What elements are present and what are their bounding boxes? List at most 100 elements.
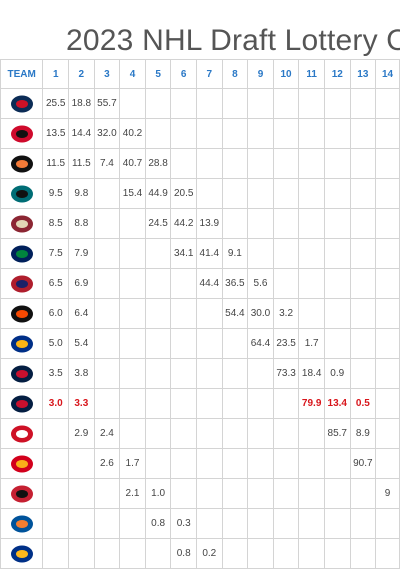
flyers-logo-icon	[2, 304, 42, 324]
table-row: 13.5 14.4 32.0 40.2	[0, 118, 400, 149]
odds-cell	[298, 298, 325, 329]
odds-cell	[375, 88, 400, 119]
team-logo-cell	[0, 508, 44, 539]
odds-cell: 2.6	[93, 448, 121, 479]
odds-cell	[221, 148, 249, 179]
odds-cell	[144, 328, 172, 359]
odds-cell	[170, 358, 197, 389]
pick-column-header: 6	[170, 59, 197, 89]
team-logo-cell	[0, 358, 44, 389]
odds-cell	[42, 538, 70, 569]
odds-cell	[144, 118, 172, 149]
odds-cell	[195, 388, 223, 419]
odds-cell	[195, 88, 223, 119]
pick-column-header: 11	[298, 59, 325, 89]
odds-cell	[170, 418, 197, 449]
odds-cell	[349, 268, 377, 299]
odds-cell	[323, 328, 351, 359]
odds-cell	[375, 208, 400, 239]
odds-cell	[349, 88, 377, 119]
odds-cell	[298, 238, 325, 269]
odds-cell	[375, 298, 400, 329]
odds-cell: 5.0	[42, 328, 70, 359]
odds-cell: 18.8	[68, 88, 95, 119]
odds-cell	[375, 328, 400, 359]
team-logo-cell	[0, 298, 44, 329]
table-row: 6.0 6.4 54.4 30.0 3.2	[0, 298, 400, 329]
odds-cell: 23.5	[272, 328, 300, 359]
odds-cell	[144, 238, 172, 269]
odds-cell	[144, 418, 172, 449]
odds-cell: 1.7	[298, 328, 325, 359]
pick-column-header: 8	[221, 59, 249, 89]
odds-cell	[170, 478, 197, 509]
odds-cell	[323, 178, 351, 209]
odds-cell	[93, 238, 121, 269]
odds-cell	[349, 208, 377, 239]
odds-cell: 13.9	[195, 208, 223, 239]
odds-cell	[272, 538, 300, 569]
odds-cell	[93, 508, 121, 539]
odds-cell	[247, 418, 274, 449]
pick-column-header: 12	[323, 59, 351, 89]
odds-cell	[170, 148, 197, 179]
odds-cell: 24.5	[144, 208, 172, 239]
odds-cell: 44.9	[144, 178, 172, 209]
odds-cell	[349, 358, 377, 389]
odds-cell	[93, 388, 121, 419]
odds-cell	[144, 358, 172, 389]
odds-cell	[144, 298, 172, 329]
odds-cell	[144, 538, 172, 569]
odds-cell	[144, 268, 172, 299]
odds-cell	[323, 298, 351, 329]
team-logo-cell	[0, 178, 44, 209]
odds-cell: 8.9	[349, 418, 377, 449]
odds-cell: 3.5	[42, 358, 70, 389]
odds-cell: 13.4	[323, 388, 351, 419]
odds-cell	[247, 238, 274, 269]
odds-cell	[375, 388, 400, 419]
odds-cell	[68, 478, 95, 509]
team-logo-cell	[0, 478, 44, 509]
odds-cell	[272, 148, 300, 179]
odds-cell	[119, 208, 146, 239]
pick-column-header: 10	[272, 59, 300, 89]
odds-cell	[221, 118, 249, 149]
odds-cell	[349, 328, 377, 359]
odds-cell	[349, 118, 377, 149]
odds-cell	[221, 178, 249, 209]
canucks-logo-icon	[2, 244, 42, 264]
blue-jackets-logo-icon	[2, 94, 42, 114]
table-row: 11.5 11.5 7.4 40.7 28.8	[0, 148, 400, 179]
odds-cell	[298, 178, 325, 209]
odds-cell: 40.7	[119, 148, 146, 179]
odds-cell	[298, 268, 325, 299]
odds-cell: 9.5	[42, 178, 70, 209]
odds-cell	[272, 508, 300, 539]
odds-cell	[375, 448, 400, 479]
odds-cell: 3.2	[272, 298, 300, 329]
odds-cell	[375, 538, 400, 569]
coyotes-logo-icon	[2, 214, 42, 234]
odds-cell	[42, 448, 70, 479]
odds-cell	[195, 298, 223, 329]
odds-cell	[375, 148, 400, 179]
team-logo-cell	[0, 88, 44, 119]
odds-cell: 5.6	[247, 268, 274, 299]
odds-cell	[221, 478, 249, 509]
odds-cell: 32.0	[93, 118, 121, 149]
flames-logo-icon	[2, 454, 42, 474]
red-wings-logo-icon	[2, 424, 42, 444]
odds-cell	[119, 268, 146, 299]
odds-cell	[349, 538, 377, 569]
odds-cell	[323, 118, 351, 149]
odds-cell	[323, 478, 351, 509]
sharks-logo-icon	[2, 184, 42, 204]
odds-cell: 3.8	[68, 358, 95, 389]
odds-cell	[93, 268, 121, 299]
odds-cell: 73.3	[272, 358, 300, 389]
odds-cell	[221, 448, 249, 479]
odds-cell	[247, 478, 274, 509]
pick-column-header: 4	[119, 59, 146, 89]
team-logo-cell	[0, 208, 44, 239]
